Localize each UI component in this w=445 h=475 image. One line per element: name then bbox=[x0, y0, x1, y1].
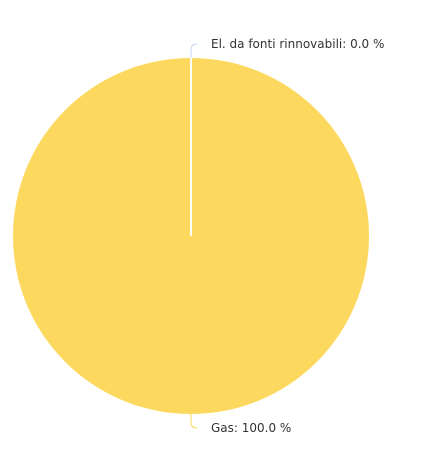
pie-labels: El. da fonti rinnovabili: 0.0 % Gas: 100.… bbox=[190, 37, 384, 435]
pie-label-connector-1 bbox=[190, 414, 198, 429]
pie-slice-label-0: El. da fonti rinnovabili: 0.0 % bbox=[211, 37, 384, 51]
pie-label-connector-0 bbox=[190, 43, 198, 58]
pie-slice-label-1: Gas: 100.0 % bbox=[211, 421, 291, 435]
pie-slices bbox=[13, 58, 369, 414]
